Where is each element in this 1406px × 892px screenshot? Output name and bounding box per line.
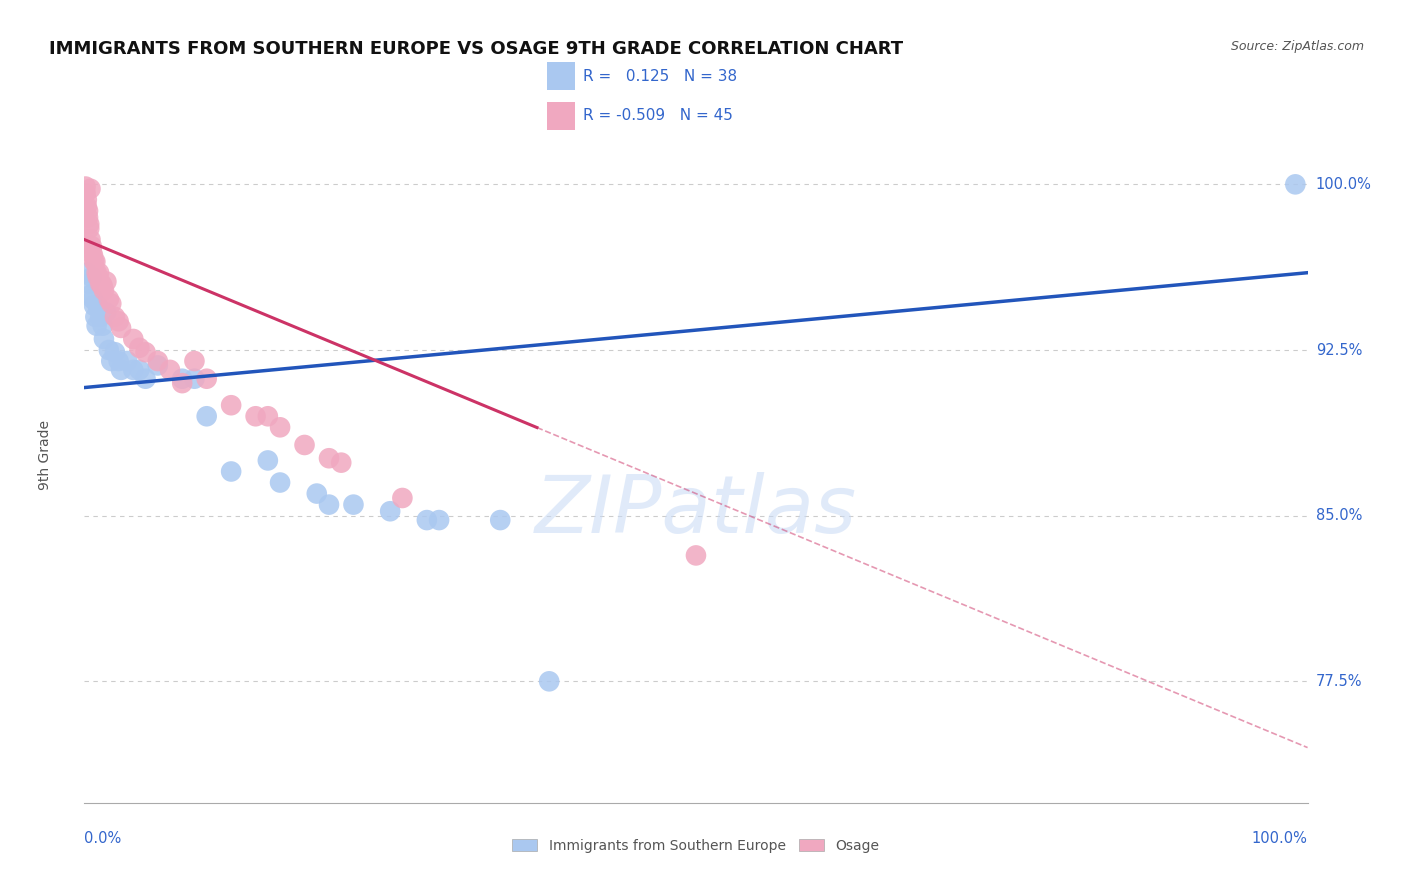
Text: IMMIGRANTS FROM SOUTHERN EUROPE VS OSAGE 9TH GRADE CORRELATION CHART: IMMIGRANTS FROM SOUTHERN EUROPE VS OSAGE… [49,40,903,58]
Point [342,498,364,512]
Point [75,186,97,201]
Point [77,277,100,291]
Point [135,345,157,359]
Point [1284,178,1306,192]
Point [91,279,114,293]
Point [107,354,129,368]
Text: R = -0.509   N = 45: R = -0.509 N = 45 [583,108,733,123]
Point [79,233,101,247]
Point [84,254,107,268]
Text: 100.0%: 100.0% [1316,177,1372,192]
Point [86,318,108,333]
Point [86,266,108,280]
Text: 100.0%: 100.0% [1251,830,1308,846]
Point [159,363,181,377]
Point [172,372,194,386]
Point [82,248,104,262]
Point [294,438,316,452]
FancyBboxPatch shape [547,62,575,90]
Point [87,299,110,313]
Point [269,420,291,434]
Point [89,277,111,291]
Point [87,266,110,280]
Text: R =   0.125   N = 38: R = 0.125 N = 38 [583,69,737,84]
Point [110,363,132,377]
Point [110,321,132,335]
Point [91,318,114,333]
Point [219,465,242,479]
Point [146,359,169,373]
Text: ZIPatlas: ZIPatlas [534,472,858,549]
Point [122,332,145,346]
Point [90,277,112,291]
Point [380,504,402,518]
Point [83,254,105,268]
Point [79,287,101,301]
Point [183,372,205,386]
Point [107,314,129,328]
FancyBboxPatch shape [547,102,575,130]
Text: 0.0%: 0.0% [84,830,121,846]
Text: 85.0%: 85.0% [1316,508,1362,524]
Point [195,409,218,424]
Point [84,310,107,324]
Point [76,193,98,207]
Point [416,513,439,527]
Point [93,332,115,346]
Point [77,217,100,231]
Point [685,549,707,563]
Text: 92.5%: 92.5% [1316,343,1362,358]
Point [100,296,122,310]
Point [82,292,104,306]
Point [146,354,169,368]
Point [96,275,118,289]
Point [80,239,103,253]
Point [93,284,115,298]
Point [77,203,100,218]
Point [87,270,110,285]
Point [305,486,328,500]
Point [135,372,157,386]
Point [104,345,127,359]
Point [391,491,413,505]
Point [115,354,138,368]
Point [77,211,100,225]
Text: 77.5%: 77.5% [1316,673,1362,689]
Point [269,475,291,490]
Legend: Immigrants from Southern Europe, Osage: Immigrants from Southern Europe, Osage [506,833,886,858]
Point [538,674,561,689]
Point [75,179,97,194]
Point [80,244,103,258]
Point [257,409,280,424]
Point [79,182,101,196]
Point [330,456,353,470]
Point [427,513,450,527]
Point [128,363,150,377]
Point [97,343,120,357]
Point [318,451,340,466]
Point [257,453,280,467]
Text: 9th Grade: 9th Grade [38,420,52,490]
Point [128,341,150,355]
Point [219,398,242,412]
Point [96,305,118,319]
Point [172,376,194,391]
Text: Source: ZipAtlas.com: Source: ZipAtlas.com [1230,40,1364,54]
Point [76,266,98,280]
Point [77,221,100,235]
Point [100,354,122,368]
Point [122,363,145,377]
Point [97,292,120,306]
Point [183,354,205,368]
Point [489,513,512,527]
Point [80,270,103,285]
Point [104,310,127,324]
Point [245,409,267,424]
Point [89,310,111,324]
Point [195,372,218,386]
Point [83,299,105,313]
Point [318,498,340,512]
Point [76,199,98,213]
